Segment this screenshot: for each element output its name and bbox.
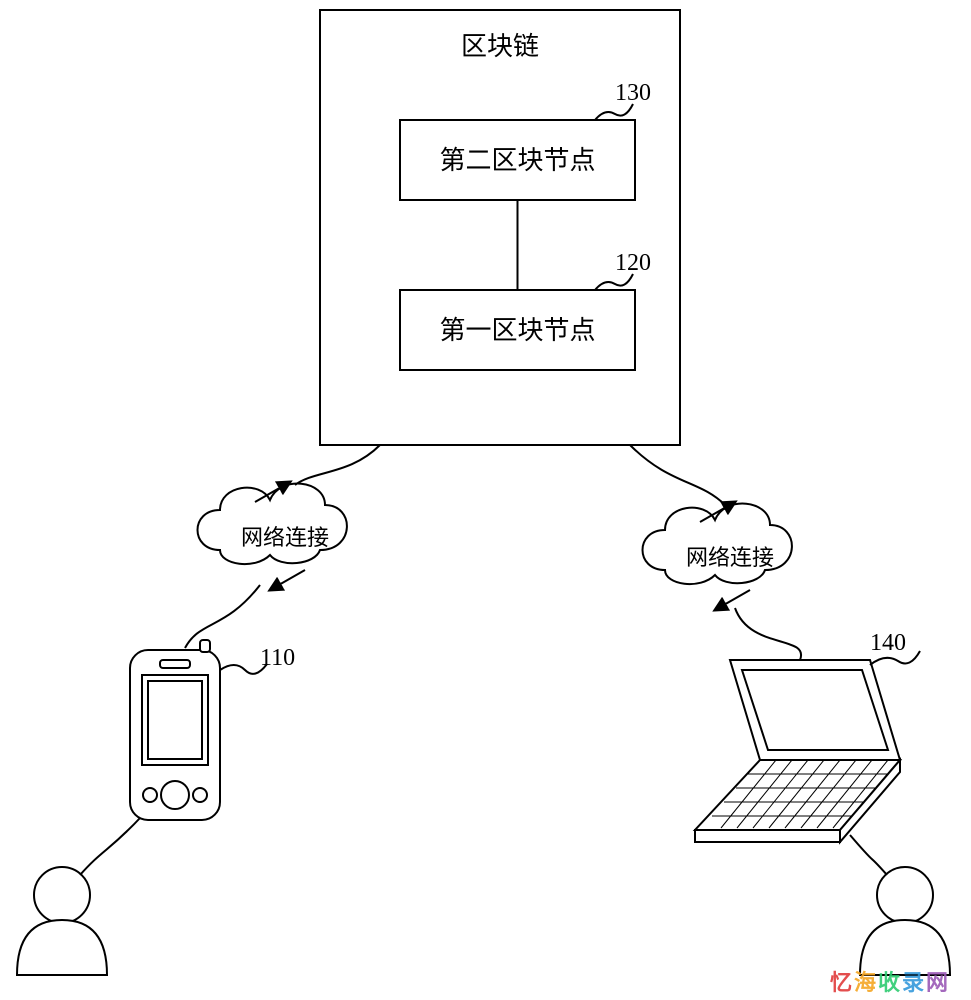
- laptop-icon: [695, 660, 900, 842]
- cloud-left-label: 网络连接: [241, 525, 329, 550]
- node-2-ref: 130: [615, 80, 651, 106]
- link-cloud-left-to-phone: [185, 585, 260, 648]
- cloud-left-arrow-down: [270, 570, 305, 590]
- link-box-to-cloud-left: [295, 445, 380, 485]
- user-right-icon: [860, 867, 950, 975]
- node-2-leader: [595, 104, 633, 120]
- phone-icon: [130, 640, 220, 820]
- laptop-ref: 140: [870, 630, 906, 656]
- node-1-label: 第一区块节点: [439, 316, 595, 345]
- svg-text:录: 录: [902, 970, 924, 995]
- watermark: 忆海收录网: [830, 970, 948, 995]
- cloud-right: 网络连接: [643, 502, 792, 610]
- link-box-to-cloud-right: [630, 445, 725, 505]
- node-2-label: 第二区块节点: [439, 146, 595, 175]
- node-1-leader: [595, 274, 633, 290]
- user-left-icon: [17, 867, 107, 975]
- cloud-right-label: 网络连接: [686, 545, 774, 570]
- link-phone-to-user-left: [80, 818, 140, 875]
- cloud-left: 网络连接: [198, 482, 347, 590]
- link-cloud-right-to-laptop: [735, 608, 801, 660]
- svg-text:海: 海: [854, 970, 876, 995]
- node-1-ref: 120: [615, 250, 651, 276]
- link-laptop-to-user-right: [850, 835, 887, 875]
- svg-text:忆: 忆: [830, 970, 852, 995]
- blockchain-title: 区块链: [461, 32, 539, 61]
- svg-text:收: 收: [878, 970, 900, 995]
- svg-text:网: 网: [926, 970, 948, 995]
- blockchain-container: [320, 10, 680, 445]
- phone-ref: 110: [260, 645, 295, 671]
- cloud-right-arrow-down: [715, 590, 750, 610]
